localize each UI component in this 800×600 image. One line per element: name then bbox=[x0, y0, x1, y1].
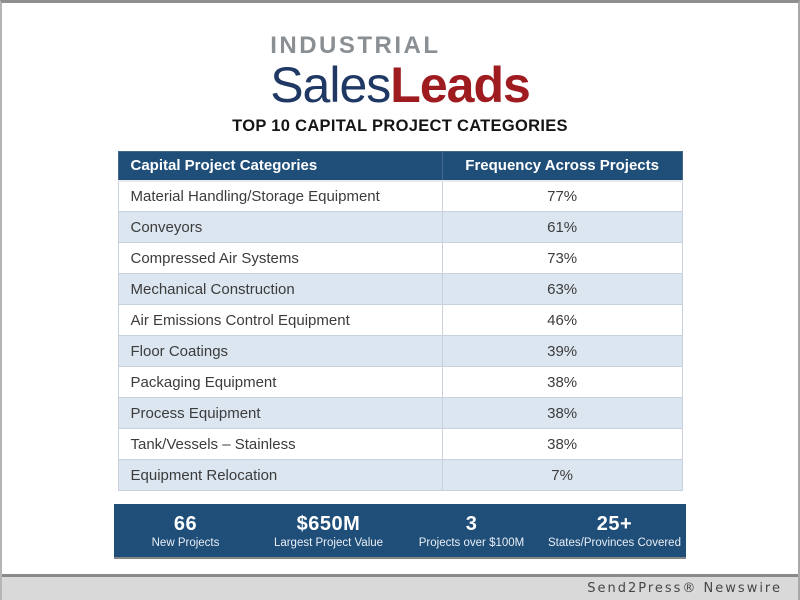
table-body: Material Handling/Storage Equipment 77% … bbox=[117, 180, 683, 491]
column-header-categories: Capital Project Categories bbox=[117, 151, 443, 182]
newswire-credit: Send2Press® Newswire bbox=[587, 581, 782, 596]
table-row: Process Equipment 38% bbox=[117, 397, 683, 429]
stat-item: 66 New Projects bbox=[114, 513, 257, 549]
page-title: TOP 10 CAPITAL PROJECT CATEGORIES bbox=[232, 117, 568, 135]
stat-item: 25+ States/Provinces Covered bbox=[543, 513, 686, 549]
stat-label: New Projects bbox=[151, 536, 220, 549]
table-row: Tank/Vessels – Stainless 38% bbox=[117, 428, 683, 460]
frequency-cell: 73% bbox=[441, 242, 683, 274]
frequency-cell: 63% bbox=[441, 273, 683, 305]
stats-bar: 66 New Projects $650M Largest Project Va… bbox=[114, 504, 686, 557]
table-row: Air Emissions Control Equipment 46% bbox=[117, 304, 683, 336]
stat-label: Projects over $100M bbox=[418, 536, 525, 549]
frequency-cell: 7% bbox=[441, 459, 683, 491]
logo-sales-text: Sales bbox=[270, 57, 391, 113]
credit-strip: Send2Press® Newswire bbox=[2, 574, 798, 600]
category-cell: Compressed Air Systems bbox=[117, 242, 443, 274]
stat-value: 3 bbox=[465, 512, 478, 535]
category-cell: Conveyors bbox=[117, 211, 443, 243]
stat-label: States/Provinces Covered bbox=[548, 536, 681, 549]
stat-value: $650M bbox=[296, 512, 361, 535]
table-row: Mechanical Construction 63% bbox=[117, 273, 683, 305]
category-cell: Air Emissions Control Equipment bbox=[117, 304, 443, 336]
content-area: INDUSTRIAL SalesLeads TOP 10 CAPITAL PRO… bbox=[2, 3, 798, 574]
logo-salesleads-wordmark: SalesLeads bbox=[270, 60, 531, 110]
category-cell: Mechanical Construction bbox=[117, 273, 443, 305]
logo-block: INDUSTRIAL SalesLeads TOP 10 CAPITAL PRO… bbox=[2, 3, 798, 136]
stat-item: 3 Projects over $100M bbox=[400, 513, 543, 549]
table-row: Equipment Relocation 7% bbox=[117, 459, 683, 491]
table-row: Packaging Equipment 38% bbox=[117, 366, 683, 398]
categories-table: Capital Project Categories Frequency Acr… bbox=[117, 151, 683, 491]
logo-leads-text: Leads bbox=[390, 57, 531, 113]
frequency-cell: 38% bbox=[441, 428, 683, 460]
table-header-row: Capital Project Categories Frequency Acr… bbox=[117, 151, 683, 182]
table-row: Conveyors 61% bbox=[117, 211, 683, 243]
category-cell: Floor Coatings bbox=[117, 335, 443, 367]
category-cell: Process Equipment bbox=[117, 397, 443, 429]
stat-value: 66 bbox=[173, 512, 198, 535]
logo-industrial-text: INDUSTRIAL bbox=[270, 32, 441, 59]
column-header-frequency: Frequency Across Projects bbox=[441, 151, 683, 182]
frequency-cell: 46% bbox=[441, 304, 683, 336]
frequency-cell: 38% bbox=[441, 397, 683, 429]
logo: INDUSTRIAL SalesLeads bbox=[270, 32, 531, 111]
table-row: Compressed Air Systems 73% bbox=[117, 242, 683, 274]
frequency-cell: 77% bbox=[441, 180, 683, 212]
table-row: Material Handling/Storage Equipment 77% bbox=[117, 180, 683, 212]
category-cell: Packaging Equipment bbox=[117, 366, 443, 398]
frequency-cell: 61% bbox=[441, 211, 683, 243]
stat-label: Largest Project Value bbox=[273, 536, 384, 549]
table-row: Floor Coatings 39% bbox=[117, 335, 683, 367]
frequency-cell: 38% bbox=[441, 366, 683, 398]
category-cell: Tank/Vessels – Stainless bbox=[117, 428, 443, 460]
stat-item: $650M Largest Project Value bbox=[257, 513, 400, 549]
stat-value: 25+ bbox=[596, 512, 633, 535]
frequency-cell: 39% bbox=[441, 335, 683, 367]
category-cell: Equipment Relocation bbox=[117, 459, 443, 491]
category-cell: Material Handling/Storage Equipment bbox=[117, 180, 443, 212]
